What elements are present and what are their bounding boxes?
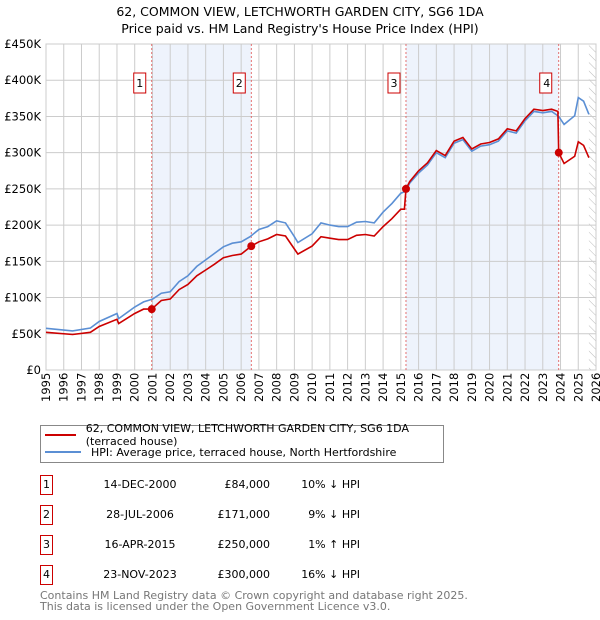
shaded-period — [151, 44, 252, 370]
x-tick-label: 2010 — [305, 373, 319, 402]
x-tick-label: 2008 — [270, 373, 284, 402]
x-tick-label: 2012 — [341, 373, 355, 402]
sale-point — [247, 242, 256, 251]
x-tick-label: 2022 — [518, 373, 532, 402]
blue-line-icon — [45, 451, 81, 453]
sale-label-box — [387, 72, 401, 94]
transaction-date: 23-NOV-2023 — [103, 568, 177, 581]
transaction-price: £171,000 — [217, 508, 271, 521]
transaction-hpi-diff: 1% ↑ HPI — [308, 538, 360, 551]
sale-label-box — [133, 72, 147, 94]
transaction-hpi-diff: 9% ↓ HPI — [308, 508, 360, 521]
sale-point — [147, 305, 156, 314]
hpi-line — [45, 96, 590, 332]
legend: 62, COMMON VIEW, LETCHWORTH GARDEN CITY,… — [40, 422, 444, 463]
x-tick-label: 2003 — [181, 373, 195, 402]
x-tick-label: 2013 — [358, 373, 372, 402]
y-tick-label: £400K — [4, 73, 41, 87]
y-tick-label: £450K — [4, 37, 41, 51]
transaction-number: 4 — [40, 565, 53, 585]
y-tick-label: £150K — [4, 254, 41, 268]
transaction-row: 3 16-APR-2015 £250,000 1% ↑ HPI — [40, 535, 440, 555]
footer-licence: This data is licensed under the Open Gov… — [40, 600, 391, 613]
transaction-hpi-diff: 16% ↓ HPI — [301, 568, 360, 581]
sale-label-box — [232, 72, 246, 94]
x-tick-label: 2014 — [376, 373, 390, 402]
y-tick-label: £300K — [4, 146, 41, 160]
sale-label: 1 — [136, 77, 143, 90]
legend-label: HPI: Average price, terraced house, Nort… — [91, 445, 397, 459]
transaction-row: 1 14-DEC-2000 £84,000 10% ↓ HPI — [40, 475, 440, 495]
property-price-line — [45, 108, 590, 336]
x-tick-label: 2017 — [429, 373, 443, 402]
transaction-price: £300,000 — [217, 568, 271, 581]
y-tick-label: £100K — [4, 291, 41, 305]
x-tick-label: 2015 — [394, 373, 408, 402]
x-tick-label: 2023 — [536, 373, 550, 402]
x-tick-label: 2002 — [163, 373, 177, 402]
sale-label: 3 — [390, 77, 397, 90]
x-tick-label: 2026 — [589, 373, 600, 402]
transaction-date: 14-DEC-2000 — [103, 478, 177, 491]
sale-point — [554, 148, 563, 157]
transaction-row: 4 23-NOV-2023 £300,000 16% ↓ HPI — [40, 565, 440, 585]
footer-copyright: Contains HM Land Registry data © Crown c… — [40, 589, 468, 602]
transaction-row: 2 28-JUL-2006 £171,000 9% ↓ HPI — [40, 505, 440, 525]
x-tick-label: 2001 — [145, 373, 159, 402]
transaction-number: 1 — [40, 475, 53, 495]
x-tick-label: 2009 — [287, 373, 301, 402]
x-tick-label: 2006 — [234, 373, 248, 402]
price-chart: £0 £50K £100K £150K £200K £250K £300K £350K £400… — [4, 37, 600, 402]
sale-label: 2 — [236, 77, 243, 90]
x-tick-label: 1998 — [92, 373, 106, 402]
x-tick-label: 2021 — [500, 373, 514, 402]
transaction-date: 16-APR-2015 — [104, 538, 176, 551]
x-tick-label: 2016 — [412, 373, 426, 402]
x-tick-label: 2000 — [128, 373, 142, 402]
red-line-icon — [45, 434, 76, 436]
x-tick-label: 2020 — [483, 373, 497, 402]
chart-subtitle: Price paid vs. HM Land Registry's House … — [121, 21, 479, 36]
y-tick-label: £0 — [26, 363, 41, 377]
y-tick-label: £250K — [4, 182, 41, 196]
chart-title: 62, COMMON VIEW, LETCHWORTH GARDEN CITY,… — [116, 4, 484, 19]
sale-label-box — [539, 72, 553, 94]
x-tick-label: 2011 — [323, 373, 337, 402]
x-tick-label: 2007 — [252, 373, 266, 402]
legend-label: 62, COMMON VIEW, LETCHWORTH GARDEN CITY,… — [85, 422, 409, 448]
legend-item-hpi: HPI: Average price, terraced house, Nort… — [45, 444, 396, 460]
x-tick-label: 1996 — [57, 373, 71, 402]
transaction-price: £250,000 — [217, 538, 271, 551]
plot-border — [45, 43, 597, 371]
y-tick-label: £50K — [12, 327, 42, 341]
x-tick-label: 1997 — [74, 373, 88, 402]
legend-item-property: 62, COMMON VIEW, LETCHWORTH GARDEN CITY,… — [45, 422, 443, 448]
transaction-number: 3 — [40, 535, 53, 555]
y-tick-label: £200K — [4, 218, 41, 232]
x-tick-label: 2019 — [465, 373, 479, 402]
x-tick-label: 2004 — [199, 373, 213, 402]
transaction-number: 2 — [40, 505, 53, 525]
shaded-period — [405, 44, 559, 370]
x-tick-label: 2024 — [554, 373, 568, 402]
x-tick-label: 2005 — [216, 373, 230, 402]
x-tick-label: 1999 — [110, 373, 124, 402]
transaction-hpi-diff: 10% ↓ HPI — [301, 478, 360, 491]
forecast-hatch — [588, 44, 596, 370]
x-tick-label: 2018 — [447, 373, 461, 402]
y-tick-label: £350K — [4, 109, 41, 123]
transaction-price: £84,000 — [224, 478, 271, 491]
transaction-date: 28-JUL-2006 — [106, 508, 174, 521]
sale-point — [401, 184, 410, 193]
sale-label: 4 — [543, 77, 550, 90]
x-tick-label: 1995 — [39, 373, 53, 402]
x-tick-label: 2025 — [571, 373, 585, 402]
